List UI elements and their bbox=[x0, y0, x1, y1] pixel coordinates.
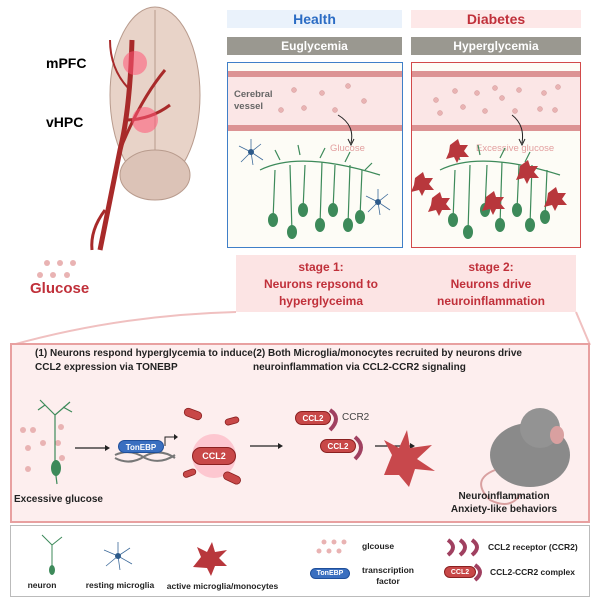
legend-box bbox=[10, 525, 590, 597]
excessive-glucose-text: Excessive glucose bbox=[476, 143, 555, 154]
vhpc-highlight bbox=[132, 107, 158, 133]
excessive-glucose-label: Excessive glucose bbox=[14, 494, 103, 505]
diabetes-title: Diabetes bbox=[411, 10, 581, 28]
neuron bbox=[37, 399, 73, 485]
vhpc-label: vHPC bbox=[46, 114, 84, 130]
glucose-label: Glucose bbox=[30, 280, 90, 297]
glucose-text: Glucose bbox=[330, 143, 365, 154]
ccl2-pill: CCL2 bbox=[192, 447, 236, 465]
cerebral-vessel-label: Cerebral vessel bbox=[234, 89, 273, 112]
glucose-dots bbox=[20, 424, 65, 472]
legend-resting-microglia-icon bbox=[103, 542, 133, 571]
cerebral-vessel bbox=[228, 71, 402, 131]
mpfc-label: mPFC bbox=[46, 55, 87, 71]
stage-1: stage 1: Neurons repsond to hyperglyceim… bbox=[263, 260, 378, 308]
ccr2-label: CCR2 bbox=[342, 412, 370, 423]
diabetes-panel: Excessive glucose bbox=[411, 62, 581, 248]
legend-resting-microglia: resting microglia bbox=[85, 580, 155, 590]
vessel-glucose-dots bbox=[278, 83, 561, 116]
legend-glucose-icon bbox=[316, 539, 347, 554]
legend-ccr2-icon bbox=[446, 538, 479, 557]
neurons bbox=[259, 144, 561, 233]
tonebp-pill: TonEBP bbox=[118, 440, 164, 453]
cerebral-vessel bbox=[412, 71, 580, 131]
callout-lines bbox=[11, 311, 591, 346]
health-title: Health bbox=[227, 10, 402, 28]
step1-text: (1) Neurons respond hyperglycemia to ind… bbox=[35, 348, 253, 373]
legend-transcription-factor: transcription factor bbox=[362, 565, 414, 586]
step2-text: (2) Both Microglia/monocytes recruited b… bbox=[253, 348, 522, 373]
legend-active-microglia: active microglia/monocytes bbox=[166, 581, 279, 591]
mpfc-highlight bbox=[123, 51, 147, 75]
outcome-text: Neuroinflammation Anxiety-like behaviors bbox=[450, 491, 558, 515]
legend-neuron: neuron bbox=[27, 580, 57, 590]
active-microglia bbox=[411, 139, 567, 216]
hyperglycemia-bar: Hyperglycemia bbox=[411, 37, 581, 55]
stage-box: stage 1: Neurons repsond to hyperglyceim… bbox=[236, 255, 576, 312]
ccl2-bound-pill-1: CCL2 bbox=[295, 411, 331, 425]
resting-microglia bbox=[238, 139, 391, 216]
stage-2: stage 2: Neurons drive neuroinflammation bbox=[436, 260, 545, 308]
ccr2-receptor-icon bbox=[328, 408, 338, 432]
legend-tonebp-pill: TonEBP bbox=[310, 568, 350, 579]
legend-ccl2-pill: CCL2 bbox=[444, 566, 476, 578]
legend-complex: CCL2-CCR2 complex bbox=[490, 567, 576, 577]
ccl2-molecules bbox=[182, 407, 241, 485]
ccl2-bound-pill-2: CCL2 bbox=[320, 439, 356, 453]
legend-active-microglia-icon bbox=[193, 542, 227, 576]
euglycemia-bar: Euglycemia bbox=[227, 37, 402, 55]
legend-ccr2: CCL2 receptor (CCR2) bbox=[488, 542, 578, 552]
health-panel: Cerebral vessel Glucose bbox=[227, 62, 403, 248]
glucose-dots bbox=[37, 260, 76, 278]
mechanism-box bbox=[10, 343, 590, 523]
legend-glucose: glcouse bbox=[362, 541, 395, 551]
active-microglia bbox=[384, 430, 435, 487]
